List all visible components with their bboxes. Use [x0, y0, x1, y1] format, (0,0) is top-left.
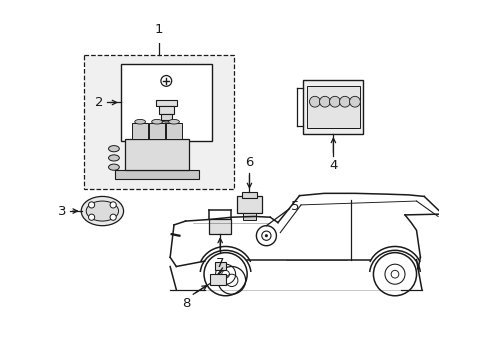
- Circle shape: [88, 202, 95, 208]
- Ellipse shape: [108, 164, 119, 170]
- Ellipse shape: [163, 123, 169, 127]
- Ellipse shape: [168, 120, 179, 124]
- Text: 5: 5: [290, 200, 299, 213]
- Bar: [124, 139, 189, 170]
- Ellipse shape: [81, 197, 123, 226]
- Text: 3: 3: [58, 204, 66, 217]
- Text: 7: 7: [216, 257, 224, 270]
- Bar: [237, 197, 261, 213]
- Circle shape: [339, 96, 349, 107]
- Text: 1: 1: [154, 23, 163, 36]
- Bar: [155, 100, 177, 106]
- Bar: [241, 192, 257, 198]
- Text: 8: 8: [182, 297, 190, 310]
- Circle shape: [264, 234, 267, 237]
- Bar: [306, 86, 359, 128]
- Bar: [210, 274, 225, 285]
- Circle shape: [110, 214, 116, 220]
- Circle shape: [349, 96, 360, 107]
- Circle shape: [319, 96, 329, 107]
- Circle shape: [309, 96, 320, 107]
- Bar: [149, 122, 164, 139]
- Ellipse shape: [135, 120, 145, 124]
- Ellipse shape: [108, 155, 119, 161]
- Ellipse shape: [86, 201, 118, 221]
- Bar: [209, 219, 230, 234]
- Bar: [132, 122, 147, 139]
- Bar: [161, 114, 171, 120]
- Bar: [84, 55, 234, 189]
- Bar: [243, 213, 255, 220]
- Text: 2: 2: [95, 96, 104, 109]
- Ellipse shape: [151, 120, 162, 124]
- Circle shape: [110, 202, 116, 208]
- Bar: [115, 170, 199, 180]
- Bar: [303, 80, 363, 134]
- Circle shape: [329, 96, 340, 107]
- Ellipse shape: [108, 145, 119, 152]
- Circle shape: [88, 214, 95, 220]
- Bar: [214, 262, 225, 270]
- Text: 4: 4: [328, 159, 337, 172]
- Text: 6: 6: [245, 156, 253, 169]
- Ellipse shape: [160, 121, 172, 129]
- Bar: [158, 106, 174, 114]
- Bar: [121, 64, 211, 141]
- Bar: [166, 122, 182, 139]
